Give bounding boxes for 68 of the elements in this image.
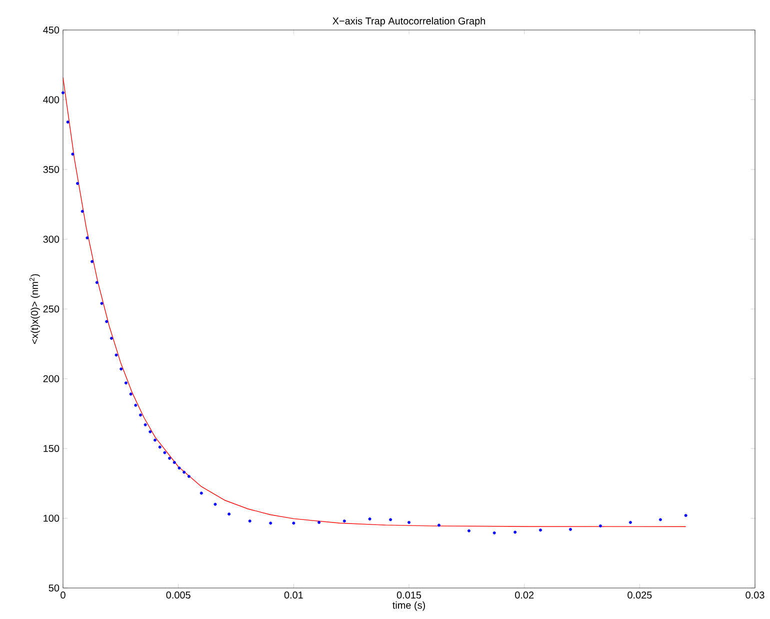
point	[168, 456, 172, 460]
point	[269, 522, 272, 525]
x-tick-label: 0.01	[284, 592, 303, 599]
point	[658, 518, 662, 522]
point	[90, 260, 94, 264]
point	[437, 524, 440, 527]
point	[228, 512, 231, 516]
point	[163, 451, 166, 454]
point	[178, 466, 181, 470]
point	[568, 528, 572, 531]
point	[105, 320, 108, 324]
point	[684, 514, 688, 517]
x-tick-label: 0.025	[628, 592, 652, 599]
x-axis-title: time (s)	[392, 601, 425, 611]
point	[134, 404, 138, 407]
point	[318, 520, 321, 524]
y-axis-title: <x(t)x(0)> (nm$^{2}$)	[29, 274, 40, 344]
point	[187, 474, 190, 478]
x-tick-label: 0.005	[166, 592, 190, 599]
point	[100, 302, 104, 305]
point	[389, 518, 392, 522]
point	[628, 520, 632, 524]
point	[248, 520, 252, 523]
y-tick-label: 150	[44, 444, 60, 452]
x-tick-label: 0.015	[396, 592, 422, 599]
x-tick-label: 0.02	[515, 592, 534, 599]
point	[120, 367, 123, 370]
point	[114, 354, 118, 357]
point	[86, 236, 89, 240]
line-series	[63, 77, 686, 527]
y-tick-label: 100	[44, 514, 60, 522]
point	[110, 336, 113, 340]
y-tick-label: 350	[43, 166, 60, 174]
point	[467, 529, 470, 532]
point	[62, 91, 64, 94]
y-tick-label: 300	[43, 236, 60, 243]
x-tick-label: 0.03	[746, 592, 764, 599]
y-tick-label: 400	[43, 96, 60, 104]
point	[514, 530, 517, 534]
point	[71, 152, 74, 156]
y-tick-label: 200	[43, 375, 60, 382]
point	[139, 414, 142, 417]
chart-title: X−axis Trap Autocorrelation Graph	[332, 17, 485, 26]
y-tick-label: 450	[43, 26, 60, 34]
point	[598, 524, 602, 528]
point	[182, 470, 186, 474]
point	[214, 502, 217, 506]
point	[408, 520, 411, 524]
point	[148, 430, 152, 434]
x-tick-label: 0	[60, 592, 66, 599]
point	[538, 528, 542, 532]
point	[154, 438, 157, 442]
y-tick-label: 50	[48, 584, 60, 592]
point	[172, 460, 176, 464]
point	[76, 182, 80, 185]
point	[80, 210, 84, 213]
point	[129, 392, 132, 396]
point	[292, 522, 296, 525]
point	[368, 517, 372, 520]
point	[66, 120, 70, 124]
point	[95, 280, 98, 284]
point	[200, 492, 203, 495]
point	[492, 531, 496, 534]
point	[124, 381, 128, 384]
point	[144, 423, 147, 426]
y-tick-label: 250	[43, 305, 60, 313]
point	[342, 520, 346, 523]
point	[158, 446, 162, 449]
